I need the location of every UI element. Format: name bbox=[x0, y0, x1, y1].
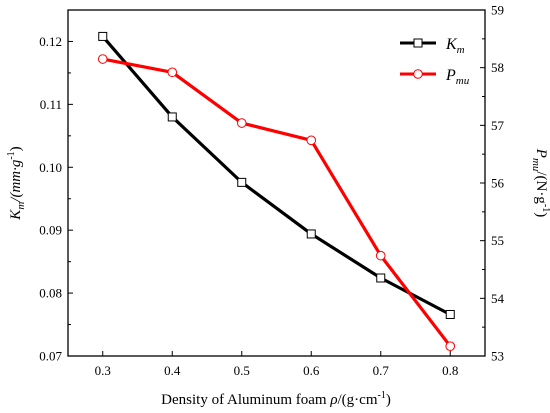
right-y-axis-title-subscript: mu bbox=[530, 158, 542, 172]
left-y-tick-label: 0.10 bbox=[39, 160, 62, 175]
right-y-tick-label: 59 bbox=[491, 3, 504, 18]
legend-swatch-pmu-marker bbox=[413, 69, 423, 79]
data-point-pmu bbox=[375, 250, 386, 261]
right-y-axis-title-symbol: P bbox=[533, 148, 549, 158]
legend-label-km: Km bbox=[445, 36, 465, 56]
data-point-pmu bbox=[167, 67, 178, 78]
left-y-tick-label: 0.12 bbox=[39, 34, 62, 49]
legend-label-pmu: Pmu bbox=[445, 67, 470, 87]
series-layer bbox=[97, 31, 456, 351]
right-y-tick-label: 55 bbox=[491, 233, 504, 248]
legend-label-pmu-base: P bbox=[445, 67, 456, 84]
data-point-km bbox=[98, 31, 108, 41]
legend-item-km: Km bbox=[400, 36, 465, 56]
x-axis-title-unit-close: ) bbox=[386, 392, 391, 408]
legend-swatch-km-marker bbox=[413, 38, 423, 48]
data-point-pmu bbox=[97, 54, 108, 64]
data-point-pmu bbox=[445, 341, 456, 351]
legend: Km Pmu bbox=[400, 36, 470, 87]
x-tick-label: 0.8 bbox=[442, 363, 458, 378]
data-point-km bbox=[306, 229, 316, 239]
left-y-axis-title-unit-exponent: -1 bbox=[6, 151, 17, 159]
data-point-km bbox=[445, 309, 455, 319]
left-y-axis-title-unit: /(mm·g bbox=[8, 159, 24, 203]
legend-item-pmu: Pmu bbox=[400, 67, 470, 87]
right-y-axis-title: Pmu/(N·g-1) bbox=[530, 148, 550, 217]
data-point-pmu bbox=[236, 118, 247, 128]
right-y-axis-ticks: 53 54 55 56 57 58 59 bbox=[480, 3, 505, 364]
left-y-axis-title-symbol: K bbox=[8, 209, 24, 221]
right-y-tick-label: 58 bbox=[491, 60, 504, 75]
legend-label-km-subscript: m bbox=[457, 44, 465, 56]
right-y-tick-label: 57 bbox=[491, 118, 505, 133]
right-y-tick-label: 56 bbox=[491, 176, 505, 191]
data-point-pmu bbox=[306, 135, 317, 146]
right-y-axis-title-unit-exponent: -1 bbox=[540, 204, 550, 212]
x-tick-label: 0.6 bbox=[303, 363, 320, 378]
left-y-axis-title: Km/(mm·g-1) bbox=[6, 146, 27, 220]
right-y-tick-label: 54 bbox=[491, 291, 505, 306]
x-tick-label: 0.7 bbox=[373, 363, 390, 378]
legend-label-km-base: K bbox=[445, 36, 458, 53]
x-axis-ticks: 0.3 0.4 0.5 0.6 0.7 0.8 bbox=[95, 351, 458, 378]
series-line-km bbox=[101, 35, 451, 316]
x-axis-title-unit: /(g·cm bbox=[338, 392, 378, 408]
left-y-axis-title-subscript: m bbox=[15, 202, 27, 210]
left-y-tick-label: 0.11 bbox=[40, 97, 62, 112]
x-axis-title: Density of Aluminum foam ρ/(g·cm-1) bbox=[161, 390, 391, 408]
x-axis-title-symbol: ρ bbox=[329, 392, 337, 408]
left-y-tick-label: 0.08 bbox=[39, 286, 62, 301]
right-y-axis-title-unit-close: ) bbox=[533, 212, 549, 217]
data-point-km bbox=[167, 112, 177, 122]
x-axis-title-prefix: Density of Aluminum foam bbox=[161, 392, 330, 408]
x-tick-label: 0.3 bbox=[95, 363, 111, 378]
data-point-km bbox=[376, 273, 386, 283]
x-axis-title-unit-exponent: -1 bbox=[378, 390, 386, 401]
legend-label-pmu-subscript: mu bbox=[456, 75, 470, 87]
left-y-tick-label: 0.09 bbox=[39, 223, 62, 238]
x-tick-label: 0.5 bbox=[234, 363, 250, 378]
plot-area-frame bbox=[67, 9, 486, 357]
left-y-axis-ticks: 0.07 0.08 0.09 0.10 0.11 0.12 bbox=[39, 9, 73, 364]
series-line-pmu bbox=[102, 57, 452, 348]
x-tick-label: 0.4 bbox=[164, 363, 181, 378]
left-y-tick-label: 0.07 bbox=[39, 349, 62, 364]
data-point-km bbox=[237, 177, 247, 187]
right-y-axis-title-unit: /(N·g bbox=[533, 171, 549, 204]
left-y-axis-title-unit-close: ) bbox=[8, 146, 24, 151]
right-y-tick-label: 53 bbox=[491, 349, 504, 364]
